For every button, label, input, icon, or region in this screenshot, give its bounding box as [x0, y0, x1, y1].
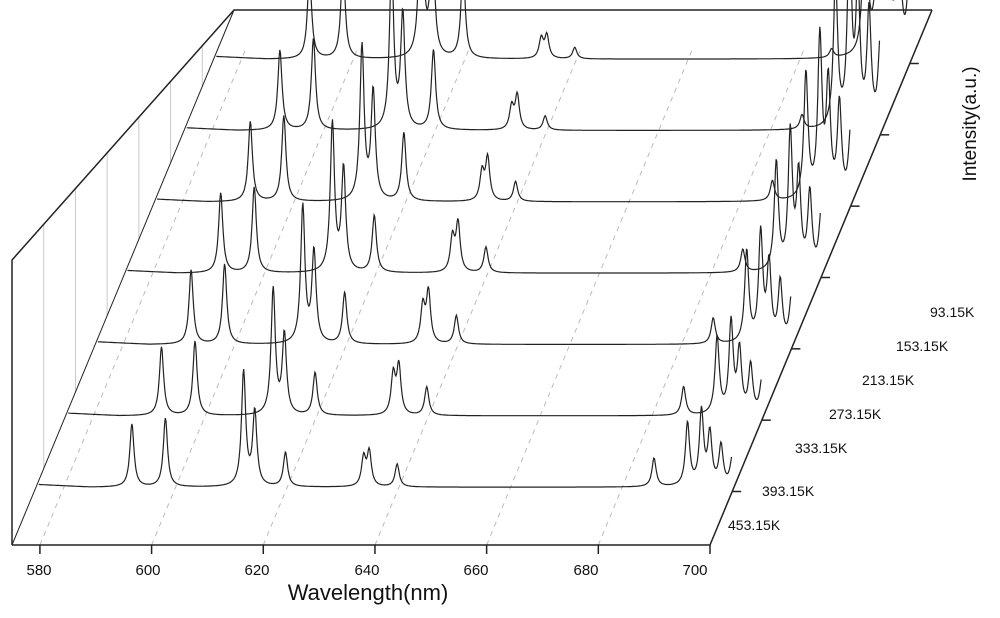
chart-walls	[12, 10, 932, 545]
spectrum-line-1	[187, 0, 880, 130]
spectrum-line-6	[39, 369, 732, 487]
x-tick-label-6: 700	[682, 562, 707, 579]
x-tick-label-0: 580	[26, 562, 51, 579]
series-label-6: 453.15K	[728, 517, 781, 533]
spectra-curves	[39, 0, 909, 487]
x-axis-title: Wavelength(nm)	[288, 580, 449, 605]
spectrum-line-4	[98, 203, 791, 345]
series-label-4: 333.15K	[795, 440, 848, 456]
floor-grid-line	[487, 47, 693, 545]
series-label-2: 213.15K	[862, 372, 915, 388]
chart-axes	[12, 10, 932, 554]
floor-grid-line	[598, 47, 804, 545]
wall-outline	[12, 10, 932, 545]
series-label-5: 393.15K	[762, 483, 815, 499]
spectrum-line-5	[68, 286, 761, 416]
floor-grid-line	[375, 47, 581, 545]
x-tick-label-1: 600	[135, 562, 160, 579]
series-label-1: 153.15K	[896, 338, 949, 354]
x-tick-label-5: 680	[573, 562, 598, 579]
spectrum-line-3	[128, 119, 821, 273]
spectrum-line-0	[216, 0, 909, 59]
x-tick-label-2: 620	[244, 562, 269, 579]
floor-grid-line	[263, 47, 469, 545]
x-tick-label-4: 660	[463, 562, 488, 579]
series-label-3: 273.15K	[829, 406, 882, 422]
spectrum-line-2	[157, 27, 850, 202]
z-axis-title: Intensity(a.u.)	[960, 66, 981, 181]
x-tick-label-3: 640	[354, 562, 379, 579]
series-label-0: 93.15K	[930, 304, 975, 320]
